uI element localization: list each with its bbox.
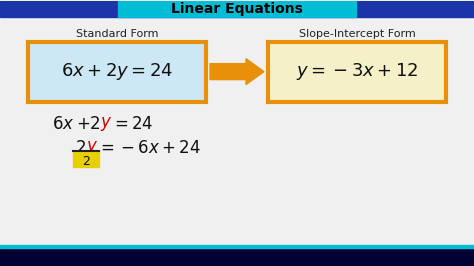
FancyBboxPatch shape [28, 42, 206, 102]
Bar [0, 245, 474, 248]
Text: $2$: $2$ [75, 139, 86, 157]
Text: $6x$: $6x$ [52, 115, 74, 134]
Text: Slope-Intercept Form: Slope-Intercept Form [299, 29, 415, 39]
Text: $= -6x + 24$: $= -6x + 24$ [97, 139, 201, 157]
Text: $= 24$: $= 24$ [111, 115, 154, 134]
Bar [118, 1, 356, 17]
FancyArrow shape [210, 59, 264, 85]
Text: Standard Form: Standard Form [76, 29, 158, 39]
Bar [0, 248, 474, 266]
Bar [0, 1, 474, 17]
Text: $y$: $y$ [86, 139, 99, 157]
Text: $2$: $2$ [82, 155, 91, 168]
Text: $6x + 2y = 24$: $6x + 2y = 24$ [61, 61, 173, 82]
Text: $+$: $+$ [76, 115, 90, 134]
Text: $y$: $y$ [100, 115, 112, 134]
Text: $2$: $2$ [89, 115, 100, 134]
Text: Linear Equations: Linear Equations [171, 2, 303, 16]
Text: $y = -3x + 12$: $y = -3x + 12$ [296, 61, 419, 82]
FancyBboxPatch shape [268, 42, 446, 102]
Bar [73, 151, 99, 167]
